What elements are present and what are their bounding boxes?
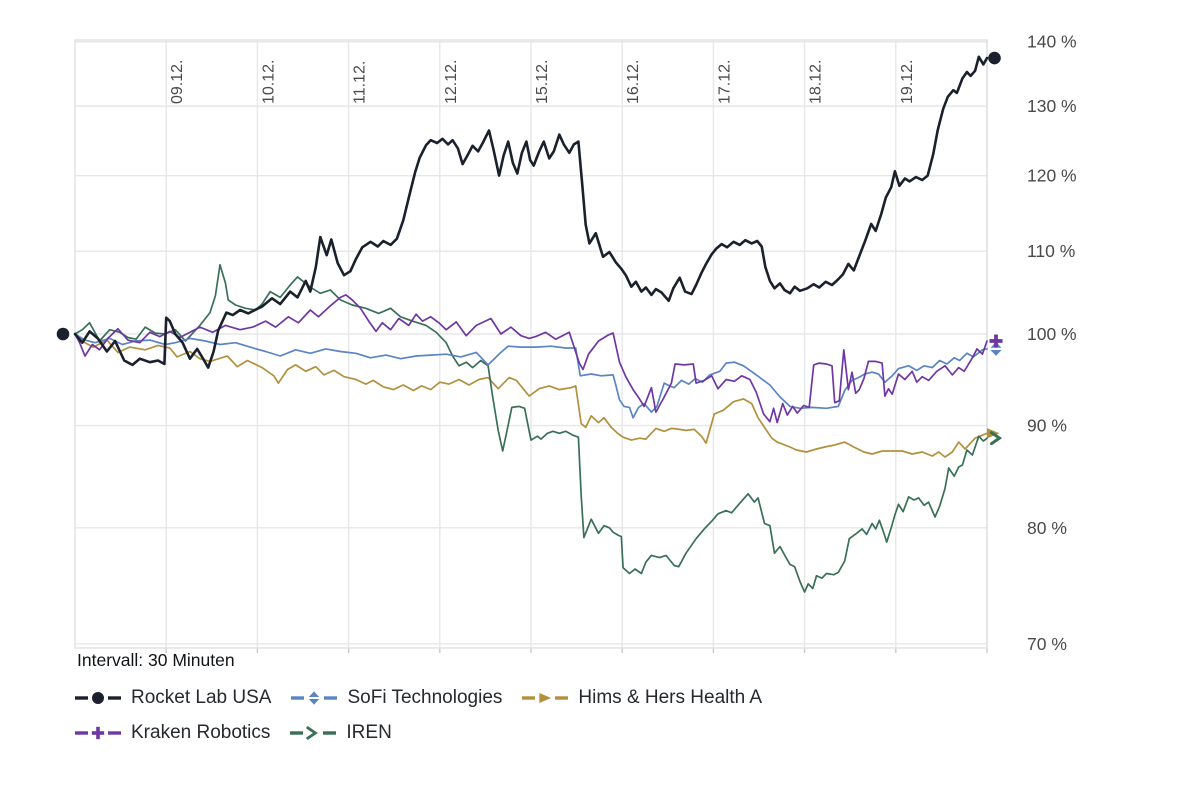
legend-label: Hims & Hers Health A xyxy=(578,687,763,708)
plus-marker-icon xyxy=(989,334,1003,348)
x-axis-label: 15.12. xyxy=(534,60,551,104)
x-axis-label: 10.12. xyxy=(260,60,277,104)
series-line-4 xyxy=(74,263,988,593)
legend-marker-svg xyxy=(291,691,338,705)
plus-marker-icon xyxy=(75,725,121,741)
legend-label: SoFi Technologies xyxy=(347,687,503,708)
split-diamond-marker-icon xyxy=(291,690,338,706)
interval-label: Intervall: 30 Minuten xyxy=(77,650,235,670)
legend-marker-svg xyxy=(522,693,569,703)
circle-marker-icon xyxy=(56,327,70,341)
legend-item-iren[interactable]: IREN xyxy=(290,722,392,744)
y-axis-label: 140 % xyxy=(1027,32,1077,52)
y-axis-label: 80 % xyxy=(1027,518,1067,538)
split-diamond-marker-icon xyxy=(309,691,320,705)
legend-item-kraken-robotics[interactable]: Kraken Robotics xyxy=(75,722,270,744)
y-axis-label: 110 % xyxy=(1027,241,1075,261)
plus-marker-icon xyxy=(91,726,105,740)
legend-label: Rocket Lab USA xyxy=(131,687,272,708)
x-axis-label: 12.12. xyxy=(443,60,460,104)
x-axis-label: 09.12. xyxy=(169,60,186,104)
legend-label: IREN xyxy=(346,722,392,743)
y-axis-label: 70 % xyxy=(1027,634,1067,654)
series-line-0 xyxy=(73,55,989,369)
legend-label: Kraken Robotics xyxy=(131,722,271,743)
legend-item-sofi-technologies[interactable]: SoFi Technologies xyxy=(291,687,502,709)
circle-marker-icon xyxy=(92,692,104,704)
circle-marker-icon xyxy=(988,51,1001,65)
chart-legend: Rocket Lab USA SoFi Technologies Hims & … xyxy=(75,687,762,744)
legend-item-hims-hers-health[interactable]: Hims & Hers Health A xyxy=(522,687,762,709)
legend-marker-svg xyxy=(75,692,121,704)
legend-row-2: Kraken Robotics IREN xyxy=(75,722,762,744)
chevron-right-marker-icon xyxy=(290,725,337,741)
series-line-1 xyxy=(74,333,988,419)
series-line-3 xyxy=(74,294,988,424)
y-axis-label: 90 % xyxy=(1027,416,1067,436)
x-axis-label: 19.12. xyxy=(899,60,916,104)
x-axis-label: 17.12. xyxy=(716,60,733,104)
legend-row-1: Rocket Lab USA SoFi Technologies Hims & … xyxy=(75,687,762,709)
y-axis-label: 130 % xyxy=(1027,96,1077,116)
x-axis-label: 18.12. xyxy=(808,60,825,104)
chevron-right-marker-icon xyxy=(990,431,1003,446)
series-line-2 xyxy=(74,333,988,458)
chevron-right-marker-icon xyxy=(306,726,319,740)
circle-marker-icon xyxy=(75,690,121,706)
y-axis-label: 100 % xyxy=(1027,324,1077,344)
x-axis-label: 16.12. xyxy=(625,60,642,104)
triangle-right-marker-icon xyxy=(522,690,569,706)
plot-border xyxy=(74,39,988,649)
y-axis-label: 120 % xyxy=(1027,166,1077,186)
legend-marker-svg xyxy=(290,726,337,740)
x-axis-label: 11.12. xyxy=(352,61,369,104)
legend-marker-svg xyxy=(75,726,121,740)
legend-item-rocket-lab-usa[interactable]: Rocket Lab USA xyxy=(75,687,271,709)
triangle-right-marker-icon xyxy=(539,693,552,703)
